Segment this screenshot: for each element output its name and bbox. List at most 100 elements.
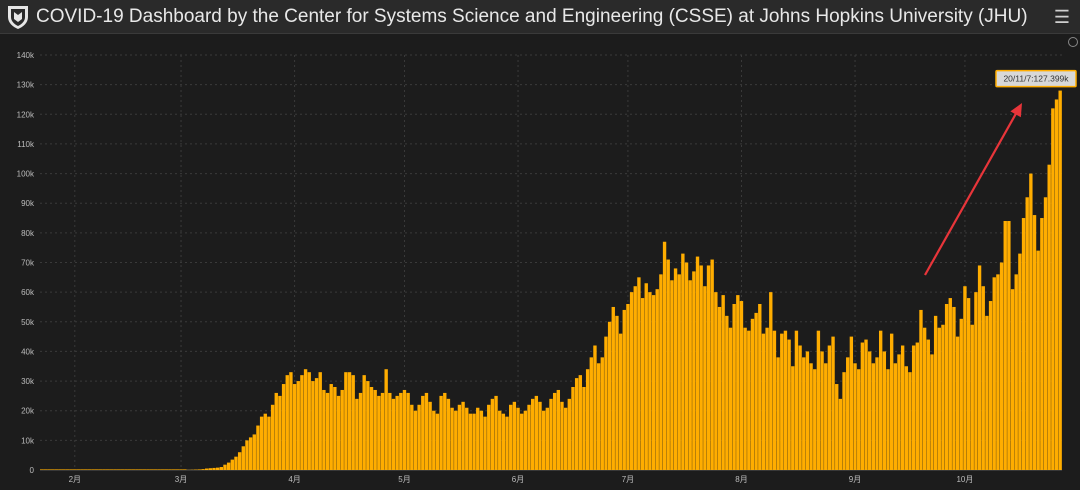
bar [864,339,868,470]
bar [160,469,165,470]
bar [314,378,319,470]
bar [871,363,876,470]
y-tick-label: 20k [21,407,35,416]
bar [76,469,81,470]
bar [50,469,55,470]
bar [809,363,813,470]
bar [607,321,612,470]
bar [791,366,795,470]
bar [772,330,777,470]
bar [366,381,370,470]
bar [629,292,634,470]
bar [248,437,253,470]
x-tick-label: 5月 [398,475,410,484]
bar [985,315,989,470]
bar [842,372,846,470]
bar [509,404,513,470]
bar [922,327,927,470]
bar [94,469,99,470]
bar [223,464,227,470]
bar [424,392,429,470]
bar [296,381,300,470]
bar [201,469,205,470]
bar [278,395,282,470]
bar [307,372,311,470]
bar [611,306,615,470]
bar [637,277,641,470]
y-tick-label: 100k [17,170,35,179]
bar [47,469,51,470]
bar [692,271,696,470]
bar [1058,90,1062,471]
bar [153,469,158,470]
bar [655,289,659,470]
y-tick-label: 110k [17,140,35,149]
bar [468,413,473,470]
bar [461,401,465,470]
y-tick-label: 0 [30,466,35,475]
bar [754,312,758,470]
bar [963,286,967,470]
bar [919,309,923,470]
bar [776,357,780,470]
bar [563,407,568,470]
bar [479,410,484,470]
bar [904,366,909,470]
x-tick-label: 4月 [288,475,300,484]
bar [40,469,44,470]
bar [699,265,703,470]
bar [351,375,355,470]
bar [113,469,117,470]
bar [149,469,154,470]
bar [589,357,593,470]
bar [604,336,608,470]
hamburger-menu-icon[interactable]: ☰ [1053,7,1071,27]
bar [813,369,817,470]
bar [926,339,930,470]
bar [567,398,571,470]
bar [831,336,835,470]
bar [168,469,172,470]
bar [135,469,139,470]
bar [1040,218,1044,470]
annotation-arrow-line [924,109,1019,276]
chart-panel: 0 10k 20k 30k 40k 50k 60k 70k 80k 90k 100k 110k 120k… [0,35,1080,490]
bar [820,351,824,470]
daily-cases-bar-chart: 0 10k 20k 30k 40k 50k 60k 70k 80k 90k 100k 110k 120k… [17,51,1077,484]
bar [300,375,304,470]
panel-settings-icon[interactable] [1068,37,1078,47]
bar [289,372,293,470]
bar [259,416,264,470]
bar [1051,108,1055,470]
x-tick-label: 10月 [956,475,973,484]
bar [666,259,670,470]
bar [640,298,645,470]
bar [347,372,352,470]
bar [1025,197,1029,471]
bar [747,330,751,470]
bar [157,469,161,470]
bar [230,459,234,470]
bar [311,381,315,470]
bar [410,404,414,470]
bar [487,404,491,470]
bar [761,333,766,470]
bar [827,345,832,470]
bar [179,469,183,470]
bar [805,351,810,470]
bar [534,395,539,470]
bar [267,416,271,470]
bar [1036,250,1040,470]
bar [849,336,854,470]
x-tick-label: 6月 [512,475,524,484]
bar [303,369,308,470]
bar [234,456,238,470]
bar [889,333,894,470]
bar [802,357,806,470]
bar [970,324,974,470]
bar [622,309,626,470]
y-tick-label: 80k [21,229,35,238]
bar [102,469,106,470]
bar [900,345,905,470]
bar [322,389,326,470]
